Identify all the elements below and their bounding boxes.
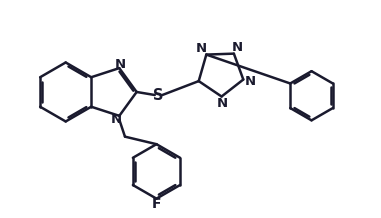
Text: N: N [111, 113, 122, 126]
Text: N: N [244, 75, 255, 88]
Text: N: N [232, 41, 243, 54]
Text: N: N [216, 97, 227, 110]
Text: F: F [152, 197, 161, 211]
Text: S: S [153, 87, 164, 102]
Text: N: N [115, 58, 126, 71]
Text: N: N [196, 42, 207, 55]
